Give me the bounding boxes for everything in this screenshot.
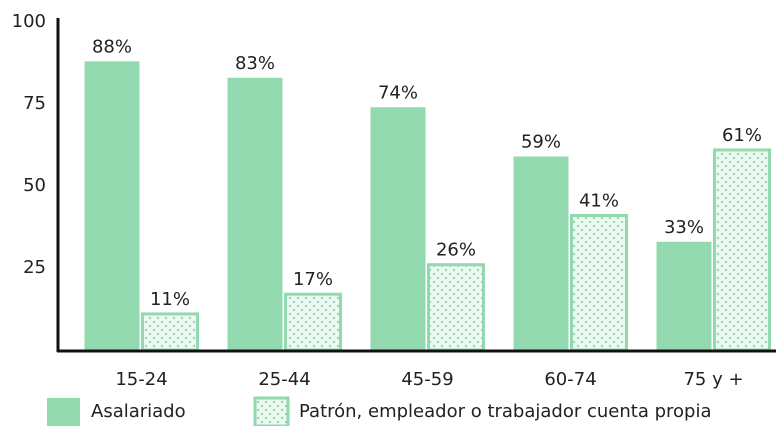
bar [570, 214, 628, 352]
value-label: 59% [521, 131, 561, 152]
legend-label: Asalariado [91, 401, 186, 422]
bar [227, 77, 283, 350]
bar [427, 263, 485, 352]
bar [84, 61, 140, 351]
x-tick-label: 15-24 [115, 369, 167, 390]
x-tick-label: 60-74 [544, 369, 596, 390]
value-label: 33% [664, 217, 704, 238]
bar [284, 292, 342, 352]
y-tick-label: 50 [23, 175, 46, 196]
x-tick-label: 25-44 [258, 369, 310, 390]
bar [713, 148, 771, 352]
value-label: 26% [436, 240, 476, 261]
value-label: 17% [293, 269, 333, 290]
value-label: 74% [378, 82, 418, 103]
legend-label: Patrón, empleador o trabajador cuenta pr… [299, 401, 711, 422]
value-label: 61% [722, 125, 762, 146]
x-tick-label: 45-59 [401, 369, 453, 390]
value-label: 88% [92, 36, 132, 57]
bar [370, 107, 426, 350]
bar [141, 312, 199, 352]
legend-swatch [47, 398, 80, 426]
bar [656, 241, 712, 350]
bar [513, 156, 569, 350]
value-label: 11% [150, 289, 190, 310]
legend-swatch [253, 396, 290, 428]
x-tick-label: 75 y + [683, 369, 743, 390]
y-tick-label: 100 [12, 11, 46, 32]
value-label: 41% [579, 191, 619, 212]
y-tick-label: 75 [23, 93, 46, 114]
y-tick-label: 25 [23, 257, 46, 278]
value-label: 83% [235, 53, 275, 74]
